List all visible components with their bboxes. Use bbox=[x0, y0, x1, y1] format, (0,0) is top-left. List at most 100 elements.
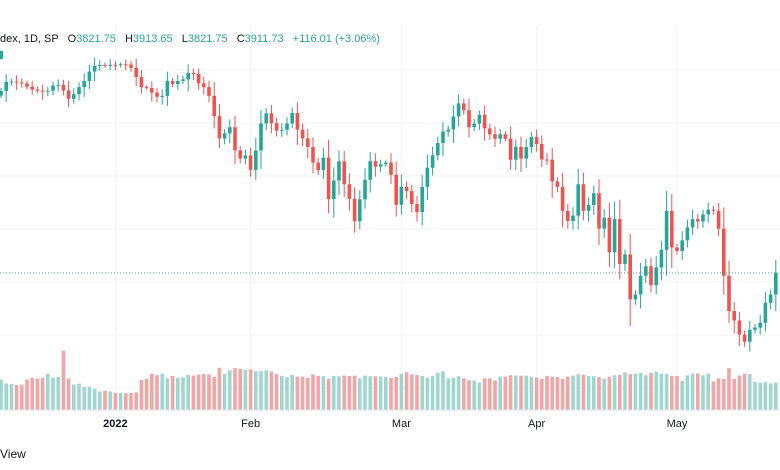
x-tick-label: Feb bbox=[241, 418, 260, 430]
volume-bar bbox=[664, 374, 669, 410]
volume-bar bbox=[233, 368, 237, 410]
volume-bar bbox=[462, 378, 466, 410]
candle-body bbox=[774, 272, 778, 295]
volume-bar bbox=[706, 373, 710, 410]
volume-bar bbox=[768, 383, 773, 410]
candle-body bbox=[514, 146, 518, 160]
candle-body bbox=[560, 186, 565, 211]
candle-body bbox=[207, 87, 211, 96]
candle-body bbox=[654, 267, 658, 286]
volume-bar bbox=[280, 375, 284, 410]
candle-body bbox=[410, 191, 414, 205]
volume-bar bbox=[540, 379, 544, 410]
candle-body bbox=[758, 322, 762, 328]
volume-bar bbox=[87, 386, 92, 410]
candle-body bbox=[181, 79, 185, 82]
candle-body bbox=[363, 179, 367, 200]
candle-body bbox=[254, 150, 258, 170]
candle-body bbox=[321, 157, 326, 171]
candle-body bbox=[420, 186, 424, 213]
volume-bar bbox=[212, 376, 216, 410]
volume-bar bbox=[732, 379, 736, 410]
volume-bar bbox=[612, 375, 617, 410]
volume-bar bbox=[98, 391, 102, 410]
volume-bar bbox=[420, 375, 424, 410]
volume-bar bbox=[467, 380, 471, 410]
volume-bar bbox=[586, 375, 591, 410]
volume-bar bbox=[82, 387, 86, 410]
volume-bar bbox=[618, 374, 622, 410]
candle-body bbox=[711, 209, 716, 211]
candle-body bbox=[633, 294, 638, 300]
volume-bar bbox=[124, 393, 128, 410]
candle-body bbox=[77, 87, 81, 95]
volume-bar bbox=[607, 376, 612, 410]
footer-view-link[interactable]: View bbox=[0, 447, 26, 461]
candle-body bbox=[228, 127, 232, 134]
volume-bar bbox=[373, 376, 378, 410]
chart-grid bbox=[0, 26, 780, 410]
volume-bar bbox=[384, 377, 388, 410]
candle-body bbox=[498, 134, 502, 139]
candle-body bbox=[477, 114, 482, 124]
volume-bar bbox=[389, 377, 393, 410]
volume-bars bbox=[0, 350, 778, 410]
volume-bar bbox=[46, 373, 50, 410]
candle-body bbox=[508, 138, 513, 160]
candle-body bbox=[638, 275, 643, 295]
candle-body bbox=[540, 143, 544, 160]
volume-bar bbox=[503, 376, 508, 410]
volume-bar bbox=[446, 378, 450, 410]
candle-body bbox=[664, 210, 669, 250]
volume-bar bbox=[0, 379, 3, 410]
volume-bar bbox=[150, 373, 154, 410]
candle-body bbox=[524, 147, 528, 159]
volume-bar bbox=[56, 376, 60, 410]
candle-body bbox=[72, 94, 76, 99]
candle-body bbox=[607, 217, 612, 253]
volume-bar bbox=[659, 373, 664, 410]
candle-body bbox=[602, 217, 606, 229]
volume-bar bbox=[638, 372, 643, 410]
volume-bar bbox=[92, 388, 97, 410]
candle-body bbox=[436, 143, 440, 156]
candle-body bbox=[243, 155, 248, 159]
volume-bar bbox=[576, 374, 580, 410]
volume-bar bbox=[72, 384, 76, 410]
candle-body bbox=[451, 116, 456, 130]
volume-bar bbox=[358, 378, 362, 410]
symbol-label[interactable]: dex, 1D, SP bbox=[0, 33, 59, 45]
candle-body bbox=[202, 83, 206, 88]
candle-body bbox=[290, 113, 294, 124]
volume-bar bbox=[685, 375, 690, 410]
volume-bar bbox=[451, 378, 456, 410]
volume-bar bbox=[347, 375, 352, 410]
candle-body bbox=[295, 113, 300, 130]
candle-body bbox=[264, 113, 268, 124]
candle-body bbox=[644, 266, 648, 276]
candle-body bbox=[337, 161, 341, 181]
candle-body bbox=[534, 137, 539, 144]
volume-bar bbox=[514, 375, 518, 410]
volume-bar bbox=[727, 368, 731, 410]
x-tick-label: May bbox=[667, 418, 688, 430]
volume-bar bbox=[716, 378, 721, 410]
candle-body bbox=[628, 254, 632, 300]
volume-bar bbox=[722, 379, 726, 410]
candle-body bbox=[441, 131, 445, 144]
candle-body bbox=[399, 186, 404, 205]
candle-body bbox=[384, 162, 388, 165]
volume-indicator-icon bbox=[0, 51, 3, 59]
volume-bar bbox=[581, 374, 586, 410]
candle-body bbox=[300, 129, 305, 139]
candle-body bbox=[129, 64, 133, 68]
candle-body bbox=[170, 81, 175, 85]
volume-bar bbox=[623, 372, 627, 410]
candle-body bbox=[680, 240, 684, 251]
volume-bar bbox=[321, 376, 326, 410]
volume-bar bbox=[545, 375, 549, 410]
volume-bar bbox=[378, 376, 383, 410]
volume-bar bbox=[207, 374, 211, 410]
candle-body bbox=[612, 219, 617, 253]
